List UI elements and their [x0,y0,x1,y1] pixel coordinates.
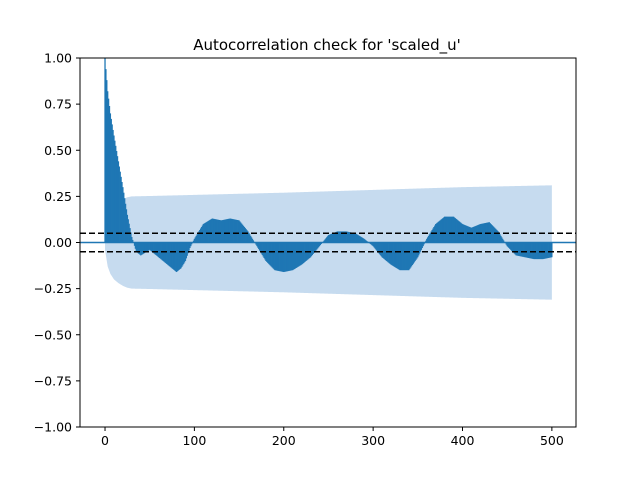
y-tick-label: −1.00 [34,420,72,435]
x-tick-label: 200 [272,433,296,448]
x-tick-label: 100 [182,433,206,448]
y-tick-label: 0.00 [44,235,72,250]
y-tick-label: 0.75 [44,97,72,112]
chart-title: Autocorrelation check for 'scaled_u' [193,36,461,55]
y-tick-label: −0.25 [34,281,72,296]
acf-stems [104,58,553,273]
x-tick-label: 500 [540,433,564,448]
y-tick-label: −0.75 [34,373,72,388]
y-axis: −1.00 −0.75 −0.50 −0.25 0.00 0.25 0.50 0.75 1.00 [34,51,80,435]
x-axis: 0 100 200 300 400 500 [101,427,564,448]
y-tick-label: 1.00 [44,51,72,66]
plot-area [80,58,576,300]
y-tick-label: 0.25 [44,189,72,204]
x-tick-label: 0 [101,433,109,448]
x-tick-label: 300 [361,433,385,448]
x-tick-label: 400 [451,433,475,448]
y-tick-label: −0.50 [34,327,72,342]
y-tick-label: 0.50 [44,143,72,158]
